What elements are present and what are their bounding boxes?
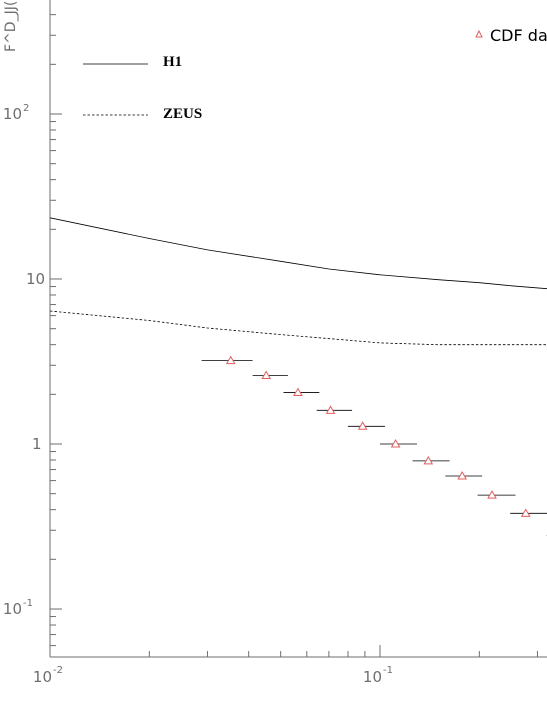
- cdf-triangle-marker: [423, 455, 434, 465]
- cdf-triangle-marker: [325, 405, 336, 414]
- cdf-data-point: [477, 490, 516, 499]
- y-tick-exponent: 2: [23, 103, 29, 114]
- legend-cdf-marker: [475, 29, 483, 38]
- cdf-triangle-marker: [293, 387, 303, 397]
- y-tick-label: 10: [26, 270, 45, 288]
- cdf-data-point: [252, 370, 288, 380]
- x-tick-label: 10 -1: [363, 665, 393, 686]
- y-axis-label: F^D_JJ(β): [3, 0, 19, 52]
- axis-ticks: [49, 14, 538, 657]
- cdf-triangle-marker: [261, 370, 272, 380]
- cdf-data-point: [316, 405, 353, 414]
- cdf-data-point: [380, 438, 417, 448]
- curve-zeus: [50, 310, 547, 346]
- cdf-markers: [201, 355, 547, 536]
- x-tick-base: 10: [33, 668, 52, 686]
- y-tick-base: 10: [3, 105, 22, 123]
- cdf-data-point: [283, 387, 320, 397]
- legend: H1 ZEUS CDF data: [83, 26, 547, 122]
- y-tick-base: 1: [32, 435, 42, 453]
- legend-h1-label: H1: [163, 54, 182, 70]
- y-tick-exponent: -1: [23, 598, 33, 609]
- legend-zeus-label: ZEUS: [163, 106, 202, 122]
- legend-cdf-label: CDF data: [490, 26, 547, 45]
- cdf-triangle-marker: [357, 421, 368, 430]
- y-tick-label: 1: [32, 435, 42, 453]
- cdf-data-point: [201, 355, 253, 365]
- x-tick-exponent: -1: [383, 665, 393, 676]
- cdf-triangle-marker: [390, 438, 401, 448]
- cdf-data-point: [347, 421, 385, 430]
- x-tick-base: 10: [363, 668, 382, 686]
- curves: [50, 217, 547, 346]
- y-tick-label: 10 2: [3, 103, 29, 123]
- cdf-triangle-marker: [487, 490, 497, 499]
- cdf-triangle-marker: [225, 355, 236, 365]
- y-tick-base: 10: [26, 270, 45, 288]
- cdf-triangle-marker: [520, 508, 531, 517]
- curve-h1: [50, 217, 547, 290]
- cdf-data-point: [445, 470, 483, 480]
- x-tick-label: 10 -2: [33, 665, 63, 686]
- y-tick-base: 10: [3, 600, 22, 618]
- y-tick-label: 10 -1: [3, 598, 33, 618]
- cdf-data-point: [412, 455, 450, 465]
- cdf-triangle-marker: [457, 470, 468, 480]
- cdf-data-point: [510, 508, 547, 517]
- x-tick-exponent: -2: [53, 665, 63, 676]
